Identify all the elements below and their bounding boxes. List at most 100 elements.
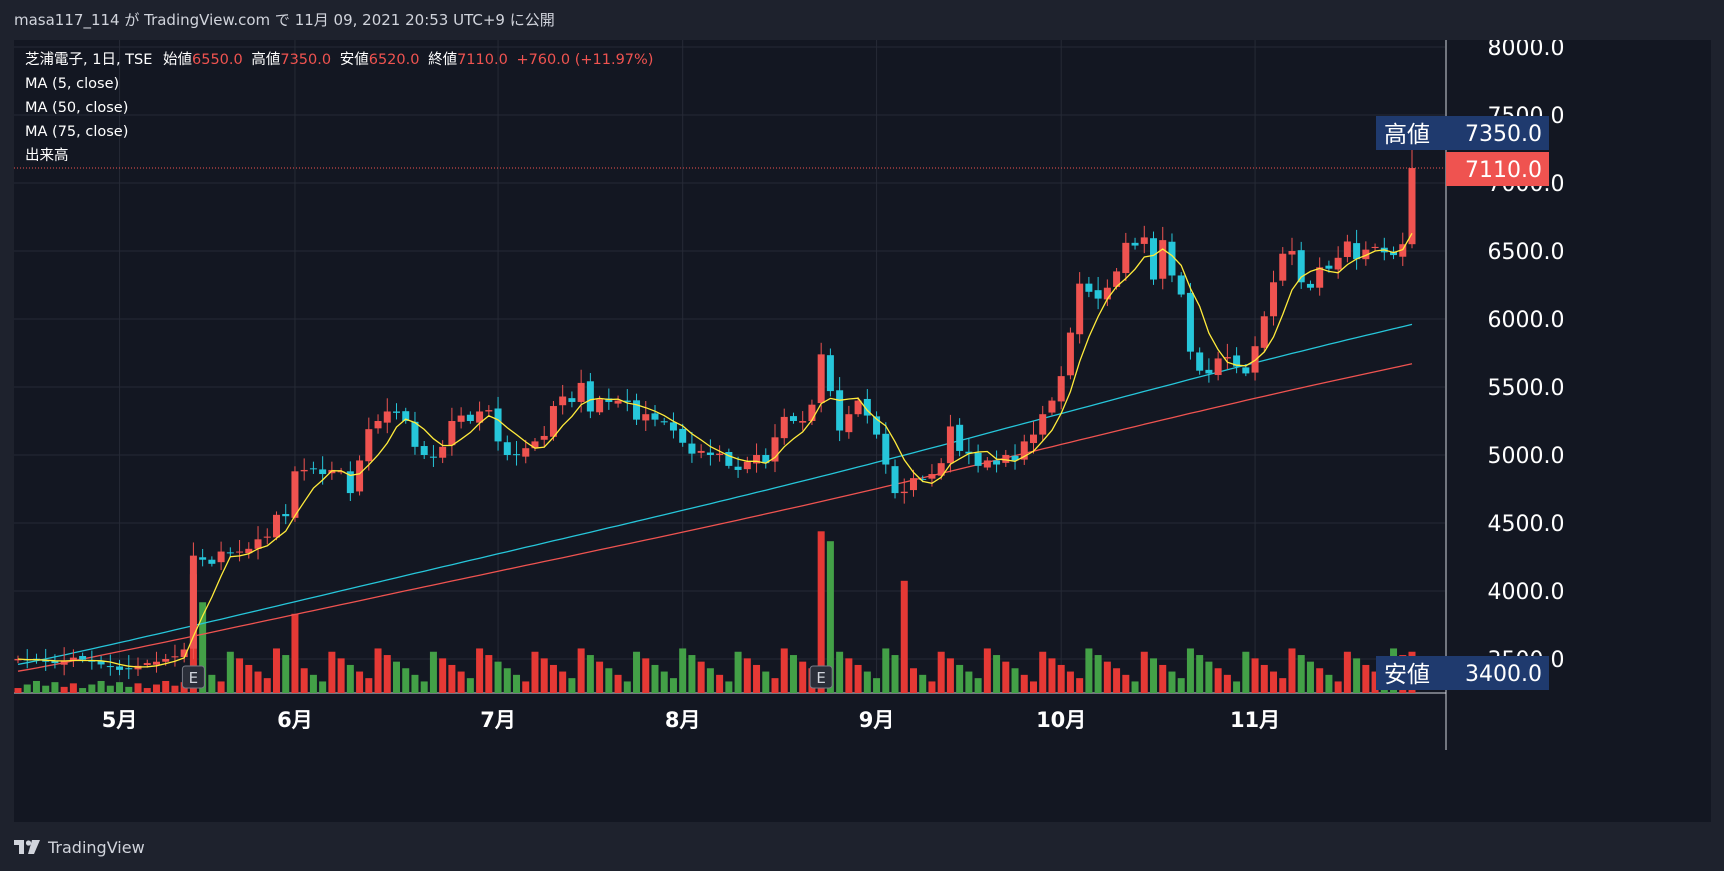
candle-body bbox=[891, 466, 899, 494]
candle-body bbox=[309, 468, 317, 470]
candle-body bbox=[1251, 346, 1259, 373]
candle-body bbox=[513, 454, 521, 456]
volume-bar bbox=[531, 651, 539, 693]
candle-body bbox=[928, 474, 936, 479]
volume-bar bbox=[383, 655, 391, 693]
candle-body bbox=[586, 381, 594, 412]
volume-bar bbox=[909, 668, 917, 693]
volume-bar bbox=[679, 648, 687, 693]
volume-bar bbox=[1306, 661, 1314, 693]
time-tick-label: 5月 bbox=[102, 708, 138, 732]
volume-bar bbox=[965, 671, 973, 693]
candle-body bbox=[1057, 376, 1065, 402]
candle-body bbox=[1196, 352, 1204, 371]
volume-bar bbox=[1288, 648, 1296, 693]
candle-body bbox=[1343, 241, 1351, 257]
volume-bar bbox=[559, 671, 567, 693]
price-tick-label: 4500.0 bbox=[1488, 512, 1565, 537]
candle-body bbox=[1094, 290, 1102, 299]
legend-volume[interactable]: 出来高 bbox=[25, 148, 69, 164]
candle-body bbox=[199, 557, 207, 560]
candle-body bbox=[254, 539, 262, 549]
candle-body bbox=[457, 415, 465, 422]
ma5-line bbox=[17, 232, 1413, 668]
volume-bar bbox=[1205, 661, 1213, 693]
candle-body bbox=[863, 398, 871, 416]
candle-body bbox=[993, 460, 1001, 465]
candle-body bbox=[319, 469, 327, 475]
candle-body bbox=[42, 660, 50, 662]
volume-bar bbox=[1159, 664, 1167, 693]
candle-body bbox=[1353, 243, 1361, 260]
tradingview-logo-icon bbox=[14, 840, 40, 854]
volume-bar bbox=[660, 671, 668, 693]
volume-bar bbox=[836, 651, 844, 693]
volume-bar bbox=[1039, 651, 1047, 693]
time-axis[interactable]: 5月 6月 7月 8月 9月 10月 11月 bbox=[102, 708, 1280, 732]
candle-body bbox=[577, 382, 585, 402]
earnings-marker[interactable]: E bbox=[181, 665, 205, 689]
candle-body bbox=[882, 433, 890, 465]
volume-bar bbox=[42, 685, 50, 693]
volume-bar bbox=[1020, 674, 1028, 693]
volume-bar bbox=[697, 661, 705, 693]
volume-bar bbox=[1150, 658, 1158, 693]
candle-body bbox=[1140, 237, 1148, 244]
volume-bar bbox=[346, 664, 354, 693]
time-tick-label: 11月 bbox=[1230, 708, 1280, 732]
volume-bar bbox=[549, 664, 557, 693]
candle-body bbox=[845, 414, 853, 433]
candle-body bbox=[1316, 267, 1324, 288]
candle-body bbox=[762, 455, 770, 464]
time-tick-label: 6月 bbox=[277, 708, 313, 732]
chart-area[interactable]: E E 8000.07500.07000.06500.06000.05500.050… bbox=[14, 36, 1711, 822]
candle-body bbox=[393, 411, 401, 413]
volume-bar bbox=[503, 668, 511, 693]
volume-bar bbox=[356, 671, 364, 693]
volume-bar bbox=[171, 685, 179, 693]
legend-high: 7350.0 bbox=[280, 52, 332, 68]
candle-body bbox=[1205, 369, 1213, 374]
volume-bar bbox=[134, 683, 142, 693]
legend-ma5[interactable]: MA (5, close) bbox=[25, 76, 120, 92]
earnings-marker[interactable]: E bbox=[809, 665, 833, 689]
volume-bar bbox=[1076, 678, 1084, 693]
volume-bar bbox=[236, 658, 244, 693]
volume-bar bbox=[1316, 668, 1324, 693]
candle-body bbox=[1085, 283, 1093, 292]
candle-body bbox=[540, 435, 548, 440]
candle-body bbox=[1168, 241, 1176, 276]
publish-info: masa117_114 が TradingView.com で 11月 09, … bbox=[14, 11, 555, 29]
legend-ma50[interactable]: MA (50, close) bbox=[25, 100, 129, 116]
candle-body bbox=[337, 471, 345, 473]
candle-body bbox=[1279, 253, 1287, 281]
volume-bar bbox=[466, 678, 474, 693]
volume-bar bbox=[1066, 671, 1074, 693]
volume-bar bbox=[540, 658, 548, 693]
volume-bar bbox=[725, 681, 733, 693]
price-axis[interactable]: 8000.07500.07000.06500.06000.05500.05000… bbox=[1488, 36, 1565, 673]
candle-body bbox=[1390, 251, 1398, 256]
candle-body bbox=[1371, 246, 1379, 249]
candle-body bbox=[1306, 283, 1314, 288]
price-chart[interactable]: E E 8000.07500.07000.06500.06000.05500.050… bbox=[14, 36, 1711, 822]
volume-bar bbox=[429, 651, 437, 693]
tradingview-logo[interactable]: TradingView bbox=[14, 835, 145, 859]
candle-body bbox=[282, 514, 290, 517]
candle-body bbox=[1131, 242, 1139, 246]
candle-body bbox=[651, 413, 659, 420]
legend-ma75[interactable]: MA (75, close) bbox=[25, 124, 129, 140]
tradingview-logo-text: TradingView bbox=[48, 837, 145, 857]
candle-body bbox=[79, 656, 87, 660]
low-badge: 安値 3400.0 bbox=[1376, 656, 1549, 690]
volume-bar bbox=[1094, 655, 1102, 693]
volume-bar bbox=[1343, 651, 1351, 693]
candle-body bbox=[549, 406, 557, 437]
volume-bar bbox=[1002, 661, 1010, 693]
time-tick-label: 10月 bbox=[1036, 708, 1086, 732]
legend-symbol[interactable]: 芝浦電子, 1日, TSE bbox=[25, 52, 153, 68]
publish-header: masa117_114 が TradingView.com で 11月 09, … bbox=[0, 0, 1724, 40]
volume-bar bbox=[854, 664, 862, 693]
volume-bar bbox=[688, 655, 696, 693]
candle-body bbox=[1177, 275, 1185, 295]
